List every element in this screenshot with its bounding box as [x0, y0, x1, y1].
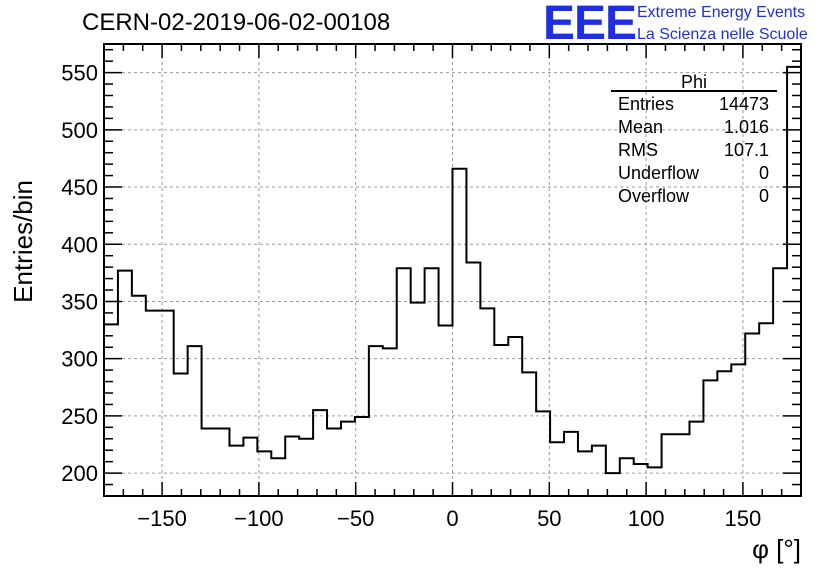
x-tick-label: −150 [137, 506, 187, 531]
stats-value-overflow: 0 [759, 186, 769, 206]
eee-logo-line1: Extreme Energy Events [637, 4, 806, 21]
y-tick-label: 400 [61, 232, 98, 257]
x-tick-label: 50 [537, 506, 561, 531]
eee-logo-line2: La Scienza nelle Scuole [637, 26, 808, 43]
stats-value-underflow: 0 [759, 163, 769, 183]
stats-value-mean: 1.016 [724, 117, 769, 137]
x-tick-label: 150 [725, 506, 762, 531]
eee-logo: EEE [543, 0, 637, 50]
tick-labels-layer: −150 −100 −50 0 50 100 150 200 250 300 350 400 450 50… [61, 61, 761, 531]
y-tick-label: 200 [61, 461, 98, 486]
histogram-outline [104, 65, 801, 475]
y-tick-label: 500 [61, 118, 98, 143]
stats-label-mean: Mean [618, 117, 663, 137]
stats-label-entries: Entries [618, 94, 674, 114]
x-tick-label: 100 [628, 506, 665, 531]
stats-box-title: Phi [681, 72, 707, 92]
y-axis-title: Entries/bin [8, 180, 38, 303]
run-title: CERN-02-2019-06-02-00108 [82, 9, 391, 36]
stats-label-underflow: Underflow [618, 163, 700, 183]
stats-label-rms: RMS [618, 140, 658, 160]
y-tick-label: 300 [61, 347, 98, 372]
x-axis-title: φ [°] [752, 534, 801, 564]
stats-box: Phi Entries 14473 Mean 1.016 RMS 107.1 U… [611, 72, 777, 206]
ticks-layer [104, 44, 801, 496]
x-tick-label: −50 [337, 506, 374, 531]
stats-value-rms: 107.1 [724, 140, 769, 160]
stats-label-overflow: Overflow [618, 186, 690, 206]
y-tick-label: 550 [61, 61, 98, 86]
y-tick-label: 450 [61, 175, 98, 200]
x-tick-label: −100 [234, 506, 284, 531]
y-tick-label: 350 [61, 289, 98, 314]
x-tick-label: 0 [446, 506, 458, 531]
y-tick-label: 250 [61, 404, 98, 429]
stats-value-entries: 14473 [719, 94, 769, 114]
